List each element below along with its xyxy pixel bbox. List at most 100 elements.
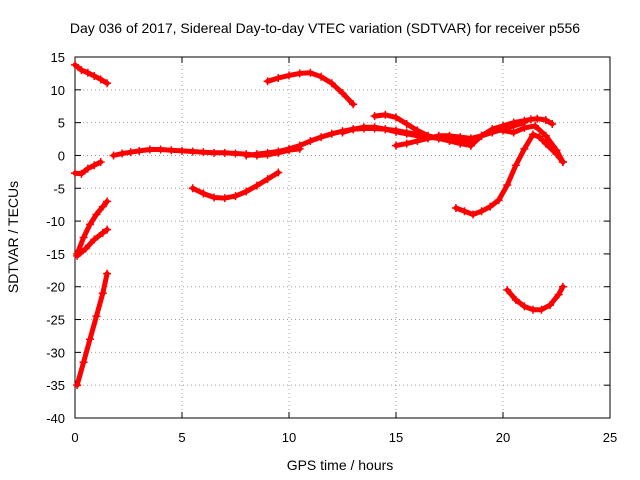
data-point [338,89,347,98]
y-tick-label: -25 [46,313,65,328]
data-point [537,305,546,314]
data-point [552,150,561,159]
data-point [317,133,326,142]
data-point [83,164,92,173]
data-point [466,141,475,150]
data-point [103,269,112,278]
data-point [548,119,557,128]
series-arc1 [71,60,112,88]
y-tick-label: -20 [46,280,65,295]
series-arc2 [71,158,105,178]
axis-ticks: 0 5 10 15 20 25 -40 -35 -30 -25 -20 -15 -10 -5 0 5 10 15 [46,50,617,445]
data-point [488,125,497,134]
data-point [274,168,283,177]
data-point [477,131,486,140]
data-point [466,134,475,143]
data-point [252,181,261,190]
chart-title: Day 036 of 2017, Sidereal Day-to-day VTE… [70,20,580,36]
data-point [242,187,251,196]
grid-lines [75,57,610,418]
data-point [503,286,512,295]
data-point [511,161,520,170]
y-tick-label: -30 [46,345,65,360]
data-point [231,192,240,201]
x-tick-label: 0 [71,430,78,445]
data-point [486,202,495,211]
data-point [349,100,358,109]
series-arc8 [263,68,358,109]
data-point [509,128,518,137]
data-point [92,312,101,321]
data-point [520,144,529,153]
data-point [71,60,79,69]
data-point [359,123,368,132]
y-tick-label: 0 [58,148,65,163]
data-point [295,69,304,78]
data-point [252,150,261,159]
series-arc12 [445,121,567,167]
data-point [535,133,544,142]
y-tick-label: 5 [58,116,65,131]
data-point [413,137,422,146]
data-point [199,189,208,198]
data-point [145,145,154,154]
x-axis-label: GPS time / hours [287,457,394,473]
data-point [167,146,176,155]
data-point [434,131,443,140]
data-point [98,228,107,237]
data-point [103,197,112,206]
data-point [135,146,144,155]
series-arc14 [488,114,557,134]
data-point [73,251,82,260]
data-point [317,72,326,81]
data-point [520,302,529,311]
data-point [413,126,422,135]
data-point [392,127,400,136]
series-line [72,62,110,86]
data-point [469,210,478,219]
data-point [96,158,105,167]
data-point [85,335,94,344]
series-arc4 [73,225,112,260]
data-point [402,129,411,138]
data-point [118,149,127,158]
series-line [504,284,566,313]
data-point [231,149,240,158]
data-point [210,148,219,157]
data-point [477,207,486,216]
data-point [509,118,518,127]
data-point [79,358,88,367]
data-point [381,110,390,119]
data-point [73,381,82,390]
data-point [92,210,101,219]
x-tick-label: 25 [603,430,617,445]
data-point [558,282,567,291]
data-point [531,121,540,130]
data-point [98,289,107,298]
data-point [554,290,563,299]
data-point [370,112,379,121]
data-point [541,131,550,140]
data-point [402,119,411,128]
data-point [402,139,411,148]
data-point [103,79,112,88]
data-point [306,137,315,146]
y-axis-label: SDTVAR / TECUs [5,181,21,293]
data-point [188,184,197,193]
data-point [546,301,555,310]
data-point [90,72,99,81]
data-point [178,146,186,155]
data-point [533,114,542,123]
data-point [520,123,529,132]
data-point [81,244,90,253]
data-point [460,207,469,216]
data-point [274,147,283,156]
data-point [503,180,512,189]
data-point [445,133,454,142]
data-point [77,66,86,75]
y-tick-label: -35 [46,378,65,393]
data-point [295,141,304,150]
x-tick-label: 10 [282,430,296,445]
data-point [263,77,272,86]
